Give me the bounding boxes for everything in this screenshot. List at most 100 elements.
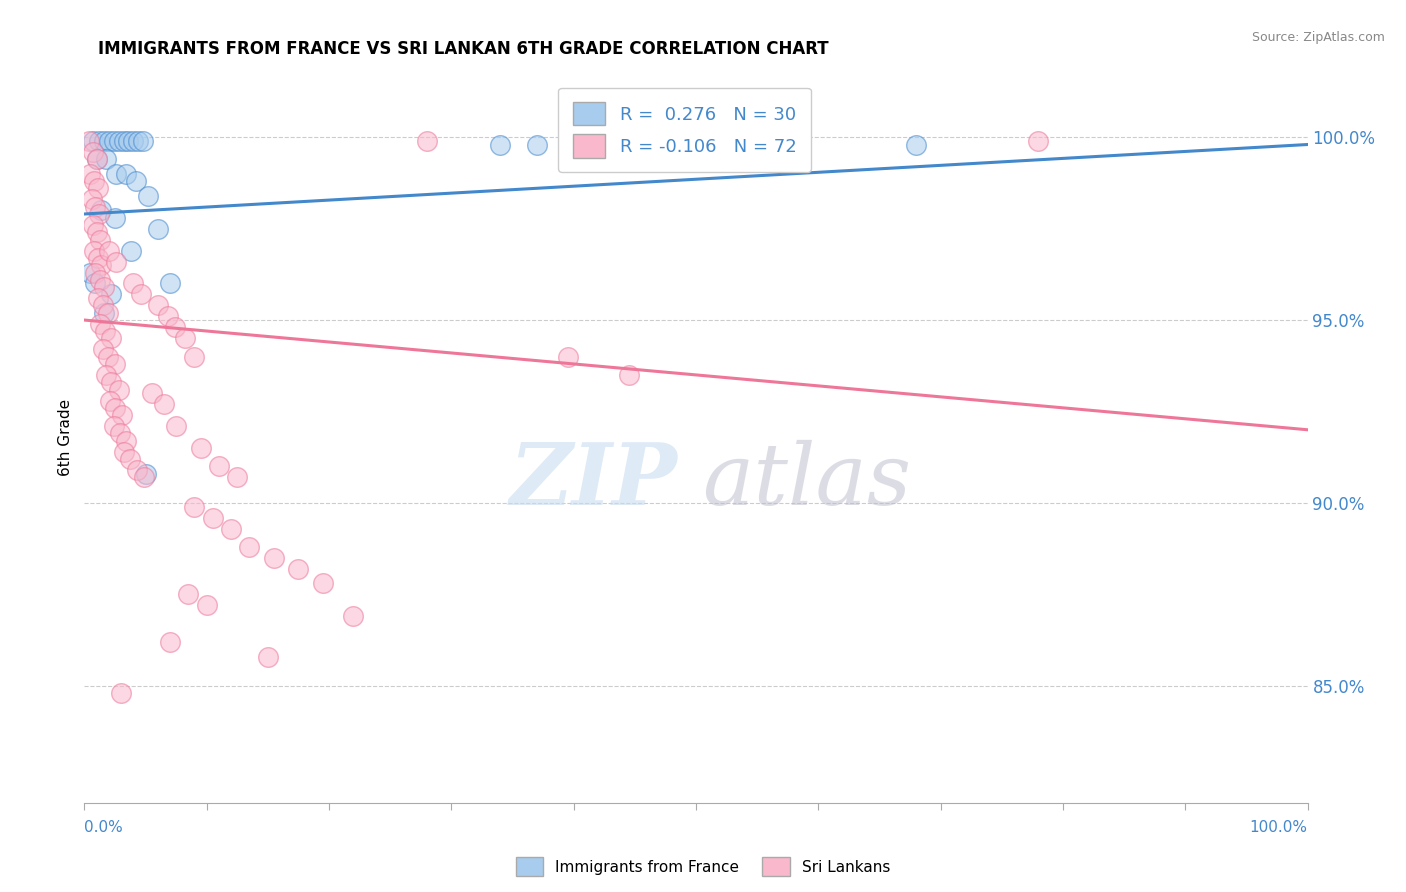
Point — [98, 393, 121, 408]
Point — [97, 350, 120, 364]
Point — [104, 211, 127, 225]
Point — [103, 419, 125, 434]
Point — [112, 134, 135, 148]
Point — [132, 134, 155, 148]
Point — [905, 137, 928, 152]
Point — [80, 193, 103, 207]
Point — [136, 188, 159, 202]
Point — [87, 251, 110, 265]
Point — [87, 181, 110, 195]
Point — [129, 287, 152, 301]
Point — [146, 298, 169, 312]
Point — [79, 266, 101, 280]
Point — [97, 244, 120, 258]
Point — [173, 331, 195, 345]
Point — [96, 368, 118, 382]
Point — [79, 167, 101, 181]
Point — [82, 134, 104, 148]
Point — [87, 134, 110, 148]
Point — [93, 134, 115, 148]
Point — [105, 167, 128, 181]
Point — [84, 200, 107, 214]
Point — [263, 550, 285, 565]
Point — [87, 207, 110, 221]
Point — [103, 134, 125, 148]
Legend: Immigrants from France, Sri Lankans: Immigrants from France, Sri Lankans — [509, 851, 897, 882]
Point — [97, 306, 120, 320]
Point — [153, 397, 176, 411]
Point — [91, 343, 114, 357]
Point — [416, 134, 439, 148]
Point — [257, 649, 280, 664]
Point — [526, 137, 548, 152]
Point — [208, 459, 231, 474]
Point — [89, 273, 111, 287]
Point — [91, 298, 114, 312]
Point — [141, 386, 163, 401]
Point — [118, 452, 141, 467]
Point — [342, 609, 364, 624]
Point — [146, 221, 169, 235]
Point — [159, 635, 181, 649]
Point — [86, 152, 108, 166]
Point — [100, 375, 122, 389]
Point — [100, 331, 122, 345]
Point — [104, 401, 127, 415]
Point — [87, 291, 110, 305]
Point — [89, 317, 111, 331]
Point — [122, 134, 145, 148]
Point — [125, 463, 148, 477]
Point — [115, 167, 138, 181]
Text: 0.0%: 0.0% — [84, 820, 124, 835]
Point — [1028, 134, 1050, 148]
Point — [177, 587, 200, 601]
Point — [105, 254, 128, 268]
Point — [190, 441, 212, 455]
Point — [134, 470, 156, 484]
Point — [557, 350, 579, 364]
Point — [201, 510, 224, 524]
Point — [82, 218, 104, 232]
Point — [86, 152, 108, 166]
Point — [226, 470, 249, 484]
Point — [287, 562, 309, 576]
Point — [110, 686, 132, 700]
Point — [84, 266, 107, 280]
Point — [77, 134, 100, 148]
Point — [96, 152, 118, 166]
Point — [90, 258, 112, 272]
Point — [159, 277, 181, 291]
Point — [117, 134, 139, 148]
Y-axis label: 6th Grade: 6th Grade — [58, 399, 73, 475]
Point — [156, 310, 179, 324]
Point — [165, 419, 187, 434]
Point — [111, 408, 134, 422]
Point — [617, 368, 640, 382]
Point — [163, 320, 186, 334]
Text: 100.0%: 100.0% — [1250, 820, 1308, 835]
Point — [97, 134, 120, 148]
Point — [489, 137, 512, 152]
Point — [115, 434, 138, 448]
Point — [107, 134, 129, 148]
Point — [183, 350, 205, 364]
Point — [90, 203, 112, 218]
Point — [94, 324, 117, 338]
Point — [84, 277, 107, 291]
Text: ZIP: ZIP — [510, 439, 678, 523]
Point — [83, 244, 105, 258]
Point — [125, 174, 148, 188]
Point — [238, 540, 260, 554]
Point — [127, 134, 149, 148]
Point — [82, 145, 104, 159]
Point — [135, 467, 157, 481]
Text: Source: ZipAtlas.com: Source: ZipAtlas.com — [1251, 31, 1385, 45]
Point — [112, 444, 135, 458]
Point — [312, 576, 335, 591]
Point — [108, 426, 131, 441]
Text: atlas: atlas — [702, 440, 911, 523]
Point — [195, 599, 218, 613]
Point — [86, 225, 108, 239]
Point — [83, 174, 105, 188]
Point — [219, 521, 242, 535]
